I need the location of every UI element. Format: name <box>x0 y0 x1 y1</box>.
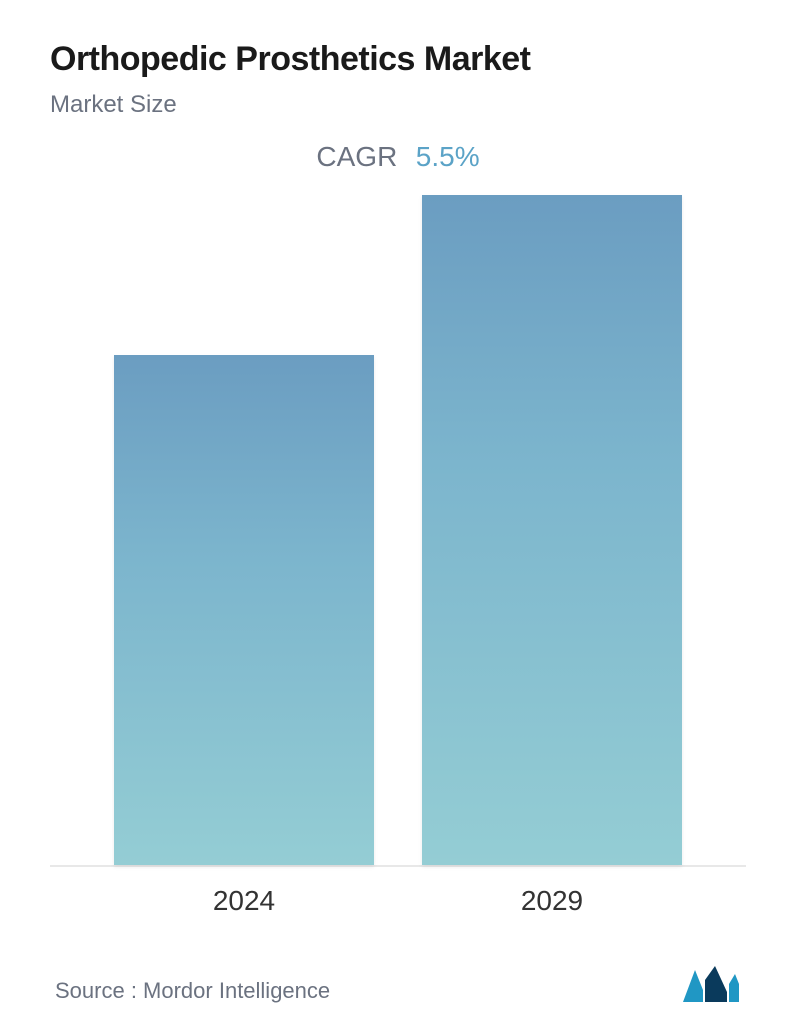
source-attribution: Source : Mordor Intelligence <box>55 978 330 1004</box>
bar-group-0 <box>114 355 374 865</box>
chart-plot-area <box>50 183 746 867</box>
x-label-0: 2024 <box>114 885 374 917</box>
x-label-1: 2029 <box>422 885 682 917</box>
x-axis-labels: 2024 2029 <box>50 867 746 917</box>
cagr-row: CAGR 5.5% <box>50 141 746 173</box>
chart-subtitle: Market Size <box>50 91 746 119</box>
chart-title: Orthopedic Prosthetics Market <box>50 40 746 79</box>
mordor-logo-icon <box>681 962 741 1004</box>
chart-footer: Source : Mordor Intelligence <box>50 962 746 1004</box>
cagr-label: CAGR <box>316 141 397 172</box>
bar-1 <box>422 195 682 865</box>
bar-0 <box>114 355 374 865</box>
cagr-value: 5.5% <box>416 141 480 172</box>
bar-group-1 <box>422 195 682 865</box>
chart-container: Orthopedic Prosthetics Market Market Siz… <box>0 0 796 1034</box>
